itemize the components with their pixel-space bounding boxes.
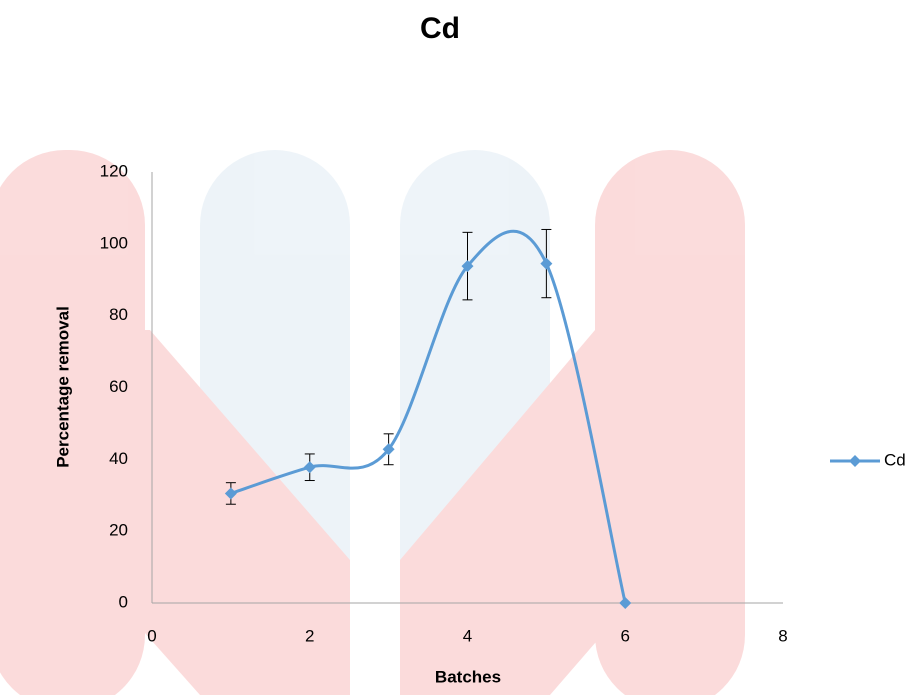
y-tick-label: 40 bbox=[109, 449, 128, 468]
x-axis-title: Batches bbox=[435, 667, 501, 686]
chart-title: Cd bbox=[420, 12, 460, 45]
y-tick-label: 80 bbox=[109, 305, 128, 324]
x-tick-label: 6 bbox=[621, 626, 630, 645]
x-tick-label: 2 bbox=[305, 626, 314, 645]
y-tick-label: 0 bbox=[119, 592, 128, 611]
chart: Cd Batches Percentage removal 0204060801… bbox=[0, 0, 923, 695]
y-tick-label: 100 bbox=[100, 233, 128, 252]
page: {"chart_data": {"type": "scatter", "titl… bbox=[0, 0, 923, 695]
watermark bbox=[0, 150, 745, 695]
legend-marker bbox=[849, 455, 861, 467]
y-axis-title: Percentage removal bbox=[53, 306, 72, 468]
x-tick-label: 8 bbox=[778, 626, 787, 645]
y-tick-label: 60 bbox=[109, 377, 128, 396]
y-tick-label: 120 bbox=[100, 161, 128, 180]
y-tick-label: 20 bbox=[109, 521, 128, 540]
x-tick-label: 4 bbox=[463, 626, 472, 645]
x-tick-label: 0 bbox=[147, 626, 156, 645]
legend-label: Cd bbox=[884, 450, 906, 469]
